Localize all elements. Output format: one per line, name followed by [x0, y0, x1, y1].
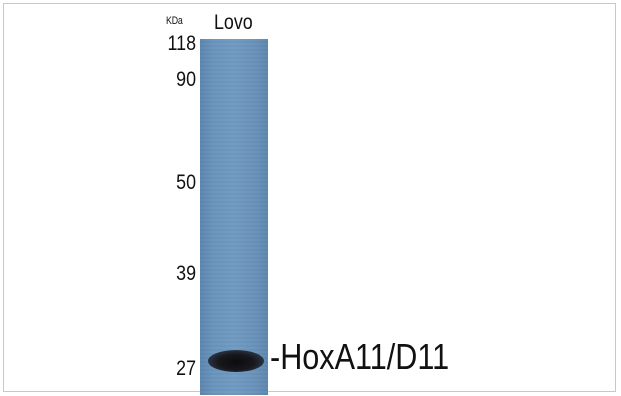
marker-50: 50 [176, 171, 196, 194]
marker-27: 27 [176, 357, 196, 380]
marker-118: 118 [167, 32, 196, 55]
lane-texture [200, 39, 268, 395]
kda-unit-label: KDa [166, 15, 183, 27]
marker-90: 90 [176, 68, 196, 91]
image-frame: KDa Lovo 118 90 50 39 27 -HoxA11/D11 [3, 3, 616, 395]
lane-label-lovo: Lovo [214, 11, 253, 34]
protein-band [208, 350, 264, 372]
band-label: -HoxA11/D11 [270, 336, 450, 377]
marker-39: 39 [176, 262, 196, 285]
blot-lane [200, 39, 268, 395]
